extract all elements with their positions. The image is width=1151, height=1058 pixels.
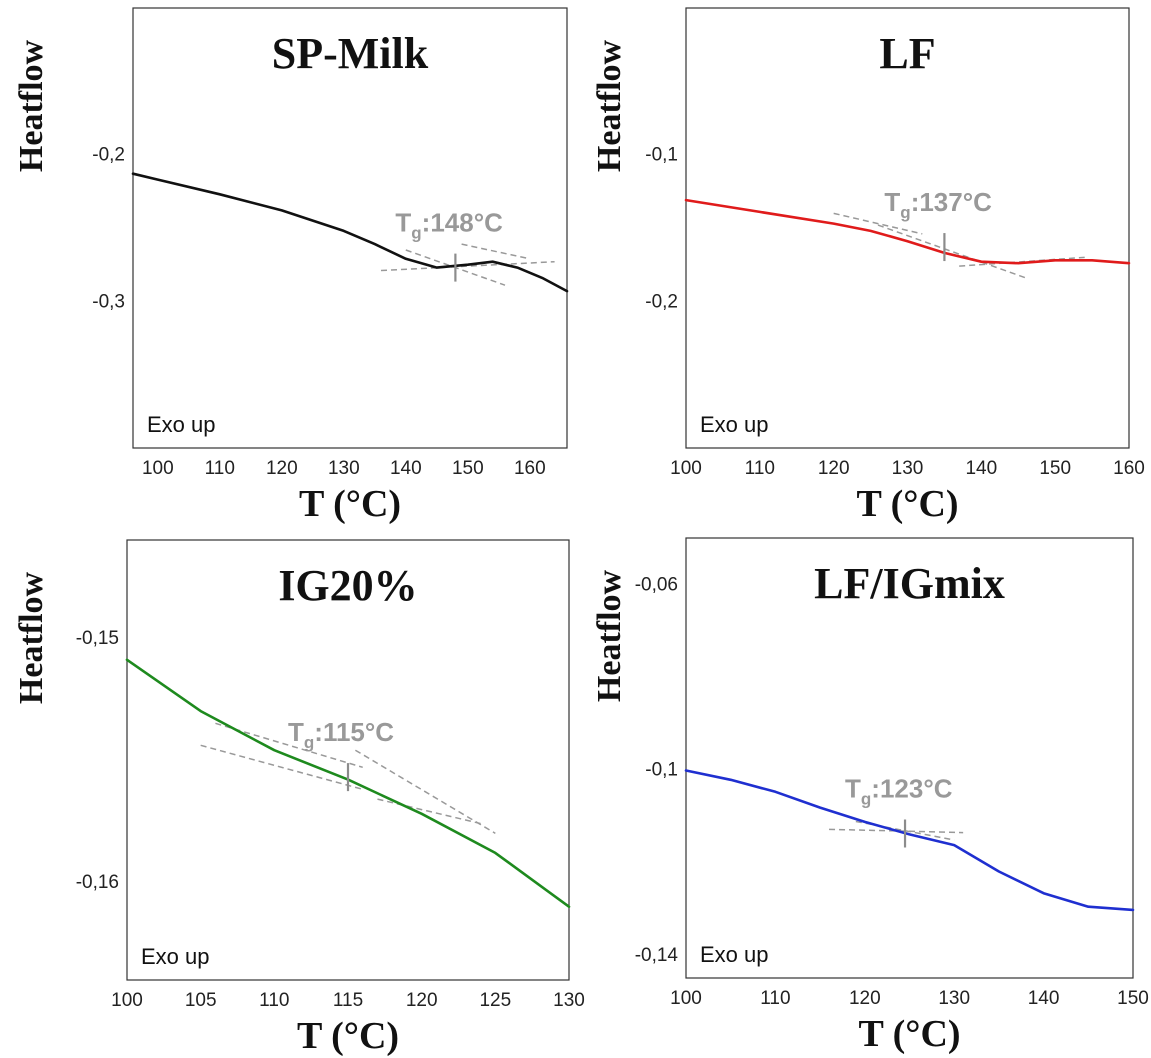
x-tick-label: 130 <box>892 458 924 479</box>
tg-symbol: T <box>845 773 861 803</box>
tangent-guide-line <box>377 798 481 825</box>
x-tick-label: 120 <box>818 458 850 479</box>
x-tick-label: 130 <box>328 458 360 479</box>
tg-value: :115°C <box>314 717 394 747</box>
y-tick-label: -0,2 <box>645 291 678 312</box>
exo-up-note: Exo up <box>147 412 216 437</box>
x-tick-label: 110 <box>205 458 235 479</box>
plot-frame <box>685 537 1134 979</box>
tangent-guide-line <box>829 828 964 834</box>
x-tick-label: 100 <box>111 990 143 1011</box>
chart-title: LF <box>879 29 935 78</box>
x-axis-label: T (°C) <box>297 1015 399 1057</box>
tg-label: Tg:137°C <box>884 187 992 222</box>
tangent-guide-line <box>354 749 496 834</box>
tangent-guide-line <box>833 212 923 235</box>
x-tick-label: 120 <box>266 458 298 479</box>
y-tick-label: -0,15 <box>76 628 119 649</box>
x-tick-label: 150 <box>1117 988 1149 1009</box>
y-axis-label: Heatflow <box>13 571 50 704</box>
chart-title: SP-Milk <box>272 29 429 78</box>
x-axis-label: T (°C) <box>858 1013 960 1055</box>
x-tick-label: 120 <box>406 990 438 1011</box>
x-tick-label: 140 <box>390 458 422 479</box>
tg-subscript: g <box>411 224 421 243</box>
panel-3: IG20% 100 105 110 115 120 125 130 -0,15 -0,16 T (°… <box>13 539 585 1057</box>
heatflow-curve <box>131 172 569 293</box>
plot-frame <box>685 7 1130 449</box>
tg-value: :137°C <box>911 187 992 217</box>
y-axis-label: Heatflow <box>591 39 628 172</box>
tg-label: Tg:115°C <box>288 717 394 752</box>
tg-value: :148°C <box>422 208 503 238</box>
x-tick-label: 130 <box>553 990 585 1011</box>
plot-frame <box>132 7 568 449</box>
x-tick-label: 140 <box>1028 988 1060 1009</box>
x-tick-label: 160 <box>514 458 546 479</box>
chart-title: IG20% <box>278 561 417 610</box>
y-tick-label: -0,14 <box>635 945 679 966</box>
tg-label: Tg:123°C <box>845 773 953 808</box>
tg-label: Tg:148°C <box>395 208 503 243</box>
heatflow-curve <box>684 769 1135 912</box>
x-tick-label: 110 <box>745 458 775 479</box>
tangent-guide-line <box>461 243 530 260</box>
x-tick-label: 110 <box>760 988 790 1009</box>
tangent-guide-line <box>380 260 555 272</box>
panel-4: LF/IGmix 100 110 120 130 140 150 -0,06 -0,1 -0,14… <box>591 537 1149 1055</box>
x-tick-label: 130 <box>938 988 970 1009</box>
x-tick-label: 150 <box>452 458 484 479</box>
x-tick-label: 150 <box>1039 458 1071 479</box>
y-tick-label: -0,2 <box>92 145 125 166</box>
y-tick-label: -0,1 <box>645 760 678 781</box>
exo-up-note: Exo up <box>700 942 769 967</box>
y-tick-label: -0,3 <box>92 291 125 312</box>
x-tick-label: 160 <box>1113 458 1145 479</box>
x-axis-label: T (°C) <box>299 483 401 525</box>
tangent-guide-line <box>200 744 363 791</box>
x-tick-label: 120 <box>849 988 881 1009</box>
tg-value: :123°C <box>871 773 952 803</box>
x-tick-label: 125 <box>479 990 511 1011</box>
tangent-guide-line <box>877 224 1026 279</box>
exo-up-note: Exo up <box>700 412 769 437</box>
panel-1: SP-Milk 100 110 120 130 140 150 160 -0,2 -0,3 T (°… <box>13 7 569 525</box>
plot-frame <box>126 539 570 981</box>
x-tick-label: 100 <box>670 458 702 479</box>
y-tick-label: -0,06 <box>635 574 678 595</box>
x-axis-label: T (°C) <box>856 483 958 525</box>
panel-2: LF 100 110 120 130 140 150 160 -0,1 -0,2 T (°C) Hea… <box>591 7 1145 525</box>
x-tick-label: 100 <box>142 458 174 479</box>
tg-symbol: T <box>288 717 304 747</box>
tg-symbol: T <box>884 187 900 217</box>
y-axis-label: Heatflow <box>591 569 628 702</box>
x-tick-label: 105 <box>185 990 217 1011</box>
tg-symbol: T <box>395 208 411 238</box>
chart-title: LF/IGmix <box>814 559 1005 608</box>
tg-subscript: g <box>304 733 314 752</box>
y-tick-label: -0,1 <box>645 145 678 166</box>
x-tick-label: 110 <box>259 990 289 1011</box>
exo-up-note: Exo up <box>141 944 210 969</box>
x-tick-label: 115 <box>333 990 363 1011</box>
x-tick-label: 100 <box>670 988 702 1009</box>
tg-subscript: g <box>900 203 910 222</box>
tg-subscript: g <box>861 789 871 808</box>
y-tick-label: -0,16 <box>76 872 119 893</box>
x-tick-label: 140 <box>965 458 997 479</box>
y-axis-label: Heatflow <box>13 39 50 172</box>
